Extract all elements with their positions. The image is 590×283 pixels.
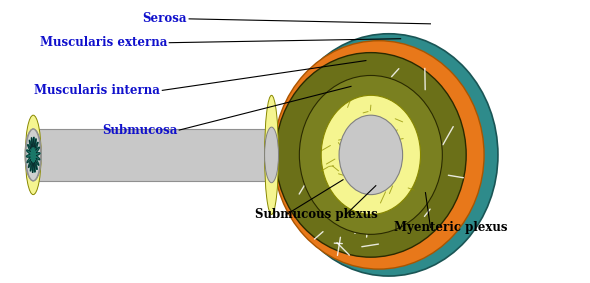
- Text: Muscularis externa: Muscularis externa: [40, 36, 168, 49]
- Ellipse shape: [264, 127, 278, 183]
- Ellipse shape: [25, 115, 41, 195]
- Bar: [33, 129, 271, 181]
- Text: Submucosa: Submucosa: [102, 124, 177, 137]
- Ellipse shape: [276, 53, 466, 257]
- Ellipse shape: [299, 76, 442, 234]
- Text: Muscularis interna: Muscularis interna: [34, 84, 160, 97]
- Ellipse shape: [321, 95, 421, 215]
- Ellipse shape: [25, 129, 41, 181]
- Text: Serosa: Serosa: [143, 12, 187, 25]
- Ellipse shape: [280, 34, 498, 276]
- Ellipse shape: [25, 129, 41, 181]
- Polygon shape: [27, 137, 40, 173]
- Text: Submucous plexus: Submucous plexus: [255, 208, 378, 221]
- Ellipse shape: [264, 95, 278, 215]
- Ellipse shape: [274, 41, 484, 269]
- Ellipse shape: [339, 115, 402, 195]
- Ellipse shape: [26, 129, 41, 181]
- Text: Myenteric plexus: Myenteric plexus: [394, 221, 507, 234]
